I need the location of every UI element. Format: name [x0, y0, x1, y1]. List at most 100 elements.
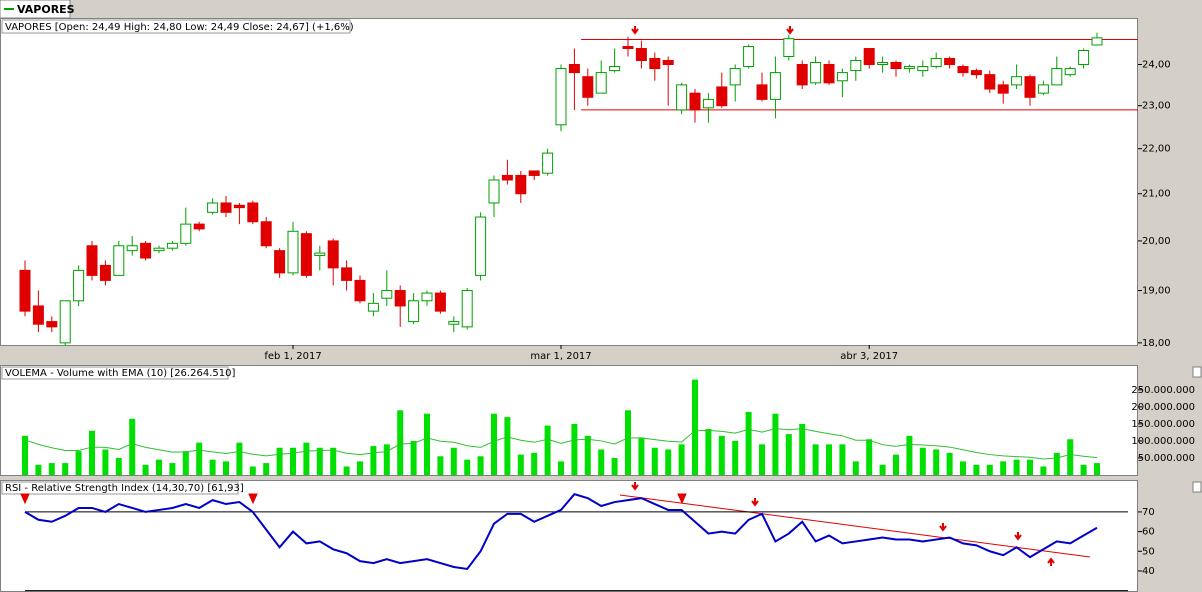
candle-body: [716, 86, 728, 107]
volume-bar: [209, 459, 216, 475]
candle-body: [823, 64, 835, 84]
y-tick-label: 70: [1142, 507, 1155, 518]
volume-bar: [960, 461, 966, 475]
candle-body: [32, 305, 44, 325]
candle-body: [582, 76, 594, 98]
volume-bar: [22, 435, 28, 475]
volume-bar: [665, 449, 672, 475]
volume-bar: [343, 466, 350, 475]
arrow: [751, 498, 759, 507]
candle-body: [86, 245, 98, 276]
volume-bar: [89, 430, 95, 475]
volume-bar: [115, 457, 122, 475]
candle-body: [756, 84, 768, 100]
candle-body: [153, 247, 165, 252]
volume-bar: [142, 464, 149, 475]
candle-body: [448, 321, 460, 325]
volume-bar: [625, 410, 631, 475]
candle-body: [381, 290, 393, 299]
volume-bar: [236, 442, 243, 475]
volume-bar: [75, 451, 82, 475]
candle-body: [515, 174, 527, 195]
candle-body: [984, 74, 996, 90]
volume-bar: [812, 444, 819, 475]
candle-body: [1011, 76, 1023, 86]
y-tick-label: 19,00: [1142, 286, 1171, 297]
volume-bar: [759, 444, 765, 475]
candle-body: [1064, 68, 1076, 76]
candle-body: [341, 267, 353, 281]
candle-body: [568, 64, 580, 74]
volume-bar: [169, 463, 176, 475]
volume-bar: [156, 459, 162, 475]
candle-body: [1051, 68, 1063, 86]
volume-bar: [732, 440, 739, 475]
candle-body: [46, 321, 58, 328]
candle-body: [877, 61, 889, 66]
candle-body: [180, 223, 192, 244]
candle-body: [542, 152, 554, 174]
volume-bar: [1067, 439, 1074, 475]
candle-body: [957, 66, 969, 74]
panel-button[interactable]: [1192, 481, 1202, 493]
x-tick-label: feb 1, 2017: [264, 351, 321, 362]
candle-body: [836, 72, 848, 82]
candle-body: [193, 223, 205, 230]
arrow: [786, 26, 794, 35]
candle-body: [59, 300, 71, 344]
volume-bar: [678, 444, 685, 475]
volume-bar: [852, 461, 859, 475]
candle-body: [970, 70, 982, 76]
y-tick-label: 50: [1142, 546, 1155, 557]
y-tick-label: 20,00: [1142, 236, 1171, 247]
volume-bar: [249, 466, 256, 475]
candle-body: [434, 292, 446, 312]
y-tick-label: 100.000.000: [1131, 436, 1195, 447]
candle-body: [461, 290, 473, 328]
volume-bar: [558, 461, 564, 475]
candle-body: [662, 59, 674, 66]
candle-body: [850, 59, 862, 72]
candle-body: [19, 269, 31, 312]
candle-body: [810, 61, 822, 84]
volume-bar: [464, 459, 471, 475]
volume-bar: [906, 435, 913, 475]
volume-bar: [263, 463, 270, 475]
arrow: [939, 523, 947, 532]
candle-body: [743, 46, 755, 68]
volume-panel: [0, 365, 1138, 476]
volume-bar: [1053, 452, 1060, 475]
volume-bar: [571, 423, 578, 475]
marker: [20, 493, 30, 505]
arrow: [1047, 557, 1055, 566]
candle-body: [501, 174, 513, 181]
y-tick-label: 200.000.000: [1131, 402, 1195, 413]
candle-body: [622, 46, 634, 50]
arrow: [631, 26, 639, 35]
candle-body: [475, 216, 487, 276]
candle-body: [73, 269, 85, 302]
candle-body: [783, 38, 795, 57]
y-tick-label: 22,00: [1142, 144, 1171, 155]
volume-bar: [692, 379, 698, 475]
volume-bar: [62, 463, 69, 475]
candle-body: [287, 230, 299, 274]
y-tick-label: 40: [1142, 566, 1155, 577]
panel-button[interactable]: [1192, 366, 1202, 378]
volume-bar: [1040, 466, 1047, 475]
volume-bar: [290, 447, 296, 475]
candle-body: [903, 66, 915, 70]
candle-body: [944, 57, 956, 66]
candle-body: [863, 48, 875, 66]
candle-body: [260, 221, 272, 247]
volume-bar: [584, 435, 591, 475]
candle-body: [1078, 50, 1090, 66]
volume-bar: [986, 464, 993, 475]
candle-body: [314, 252, 326, 257]
candle-body: [408, 300, 420, 323]
volume-bar: [357, 461, 363, 475]
y-tick-label: 23,00: [1142, 101, 1171, 112]
candle-body: [1037, 84, 1049, 94]
volume-bar: [772, 413, 779, 475]
